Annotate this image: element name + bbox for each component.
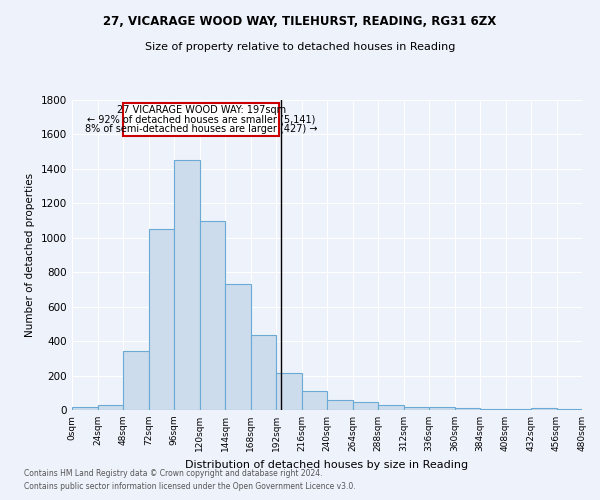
Bar	[327, 400, 353, 410]
Bar	[404, 406, 429, 410]
Bar	[174, 160, 199, 410]
FancyBboxPatch shape	[123, 102, 279, 136]
Bar	[123, 350, 149, 410]
Y-axis label: Number of detached properties: Number of detached properties	[25, 173, 35, 337]
Bar	[72, 408, 97, 410]
Bar	[225, 284, 251, 410]
Text: Contains public sector information licensed under the Open Government Licence v3: Contains public sector information licen…	[24, 482, 356, 491]
Bar	[302, 391, 327, 410]
Text: 27 VICARAGE WOOD WAY: 197sqm: 27 VICARAGE WOOD WAY: 197sqm	[116, 105, 286, 115]
Bar	[378, 405, 404, 410]
Bar	[199, 222, 225, 410]
X-axis label: Distribution of detached houses by size in Reading: Distribution of detached houses by size …	[185, 460, 469, 469]
Text: Size of property relative to detached houses in Reading: Size of property relative to detached ho…	[145, 42, 455, 52]
Bar	[97, 405, 123, 410]
Text: 27, VICARAGE WOOD WAY, TILEHURST, READING, RG31 6ZX: 27, VICARAGE WOOD WAY, TILEHURST, READIN…	[103, 15, 497, 28]
Bar	[429, 408, 455, 410]
Text: 8% of semi-detached houses are larger (427) →: 8% of semi-detached houses are larger (4…	[85, 124, 317, 134]
Bar	[505, 409, 531, 410]
Bar	[353, 402, 378, 410]
Text: Contains HM Land Registry data © Crown copyright and database right 2024.: Contains HM Land Registry data © Crown c…	[24, 468, 323, 477]
Bar	[531, 408, 557, 410]
Bar	[149, 229, 174, 410]
Bar	[480, 408, 505, 410]
Bar	[276, 373, 302, 410]
Bar	[455, 408, 480, 410]
Bar	[251, 335, 276, 410]
Text: ← 92% of detached houses are smaller (5,141): ← 92% of detached houses are smaller (5,…	[87, 114, 315, 124]
